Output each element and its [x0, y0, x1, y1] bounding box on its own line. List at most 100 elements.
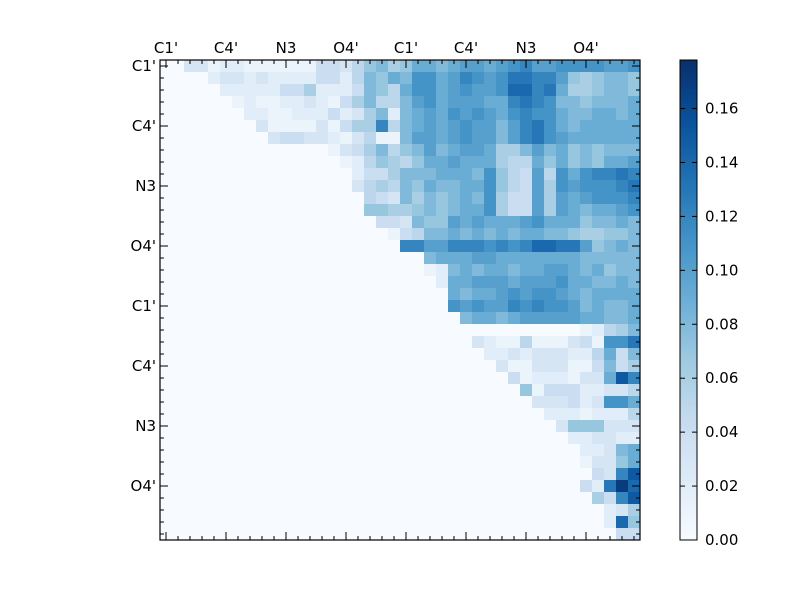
heatmap-cell — [352, 516, 365, 529]
heatmap-cell — [496, 108, 509, 121]
heatmap-cell — [436, 336, 449, 349]
heatmap-cell — [496, 516, 509, 529]
heatmap-cell — [292, 348, 305, 361]
heatmap-cell — [208, 60, 221, 73]
heatmap-cell — [268, 528, 281, 541]
heatmap-cell — [520, 492, 533, 505]
heatmap-cell — [520, 240, 533, 253]
heatmap-cell — [400, 144, 413, 157]
heatmap-cell — [208, 228, 221, 241]
heatmap-cell — [184, 276, 197, 289]
heatmap-cell — [376, 324, 389, 337]
heatmap-cell — [376, 132, 389, 145]
colorbar-tick-label: 0.08 — [705, 315, 738, 333]
heatmap-cell — [232, 300, 245, 313]
heatmap-cell — [304, 300, 317, 313]
heatmap-cell — [604, 432, 617, 445]
heatmap-cell — [280, 504, 293, 517]
heatmap-cell — [544, 168, 557, 181]
colorbar-tick-label: 0.10 — [705, 261, 738, 279]
heatmap-cell — [472, 528, 485, 541]
heatmap-cell — [328, 396, 341, 409]
heatmap-cell — [172, 348, 185, 361]
heatmap-cell — [436, 408, 449, 421]
heatmap-cell — [196, 216, 209, 229]
y-tick-label: O4' — [131, 477, 156, 495]
heatmap-cell — [460, 72, 473, 85]
heatmap-cell — [616, 180, 629, 193]
heatmap-cell — [160, 468, 173, 481]
heatmap-cell — [160, 504, 173, 517]
heatmap-cell — [628, 324, 641, 337]
heatmap-cell — [256, 444, 269, 457]
heatmap-cell — [436, 240, 449, 253]
heatmap-cell — [172, 108, 185, 121]
heatmap-cell — [496, 240, 509, 253]
heatmap-cell — [556, 444, 569, 457]
heatmap-cell — [436, 72, 449, 85]
heatmap-cell — [460, 156, 473, 169]
heatmap-cell — [520, 432, 533, 445]
heatmap-cell — [400, 108, 413, 121]
heatmap-cell — [424, 456, 437, 469]
y-tick-label: C4' — [132, 357, 156, 375]
heatmap-cell — [448, 312, 461, 325]
heatmap-cell — [508, 348, 521, 361]
heatmap-cell — [436, 444, 449, 457]
heatmap-cell — [604, 108, 617, 121]
heatmap-cell — [460, 108, 473, 121]
heatmap-cell — [508, 528, 521, 541]
heatmap-cell — [616, 516, 629, 529]
heatmap-cell — [580, 144, 593, 157]
heatmap-cell — [568, 144, 581, 157]
heatmap-cell — [388, 384, 401, 397]
heatmap-cell — [568, 216, 581, 229]
heatmap-cell — [280, 72, 293, 85]
heatmap-cell — [628, 252, 641, 265]
heatmap-cell — [532, 396, 545, 409]
heatmap-cell — [556, 312, 569, 325]
heatmap-cell — [220, 240, 233, 253]
heatmap-cell — [556, 348, 569, 361]
heatmap-cell — [604, 312, 617, 325]
heatmap-cell — [184, 168, 197, 181]
heatmap-cell — [256, 72, 269, 85]
heatmap-cell — [532, 228, 545, 241]
heatmap-cell — [160, 336, 173, 349]
heatmap-cell — [580, 504, 593, 517]
heatmap-cell — [244, 528, 257, 541]
heatmap-cell — [448, 516, 461, 529]
heatmap-cell — [460, 456, 473, 469]
heatmap-cell — [520, 384, 533, 397]
heatmap-cell — [592, 456, 605, 469]
heatmap-cell — [196, 252, 209, 265]
heatmap-cell — [508, 456, 521, 469]
heatmap-cell — [568, 456, 581, 469]
heatmap-cell — [436, 396, 449, 409]
heatmap-cell — [208, 516, 221, 529]
heatmap-cell — [436, 120, 449, 133]
heatmap-cell — [208, 504, 221, 517]
heatmap-cell — [220, 156, 233, 169]
heatmap-cell — [472, 456, 485, 469]
heatmap-cell — [484, 360, 497, 373]
heatmap-cell — [436, 312, 449, 325]
heatmap-cell — [268, 168, 281, 181]
heatmap-cell — [388, 432, 401, 445]
heatmap-cell — [412, 264, 425, 277]
heatmap-cell — [316, 60, 329, 73]
heatmap-cell — [604, 264, 617, 277]
heatmap-cell — [388, 228, 401, 241]
heatmap-cell — [232, 456, 245, 469]
heatmap-cell — [352, 432, 365, 445]
heatmap-cell — [196, 336, 209, 349]
heatmap-cell — [412, 324, 425, 337]
heatmap-cell — [616, 468, 629, 481]
heatmap-cell — [268, 288, 281, 301]
heatmap-cell — [280, 192, 293, 205]
heatmap-cell — [544, 300, 557, 313]
heatmap-cell — [184, 192, 197, 205]
heatmap-cell — [376, 480, 389, 493]
heatmap-cell — [376, 216, 389, 229]
heatmap-cell — [388, 444, 401, 457]
